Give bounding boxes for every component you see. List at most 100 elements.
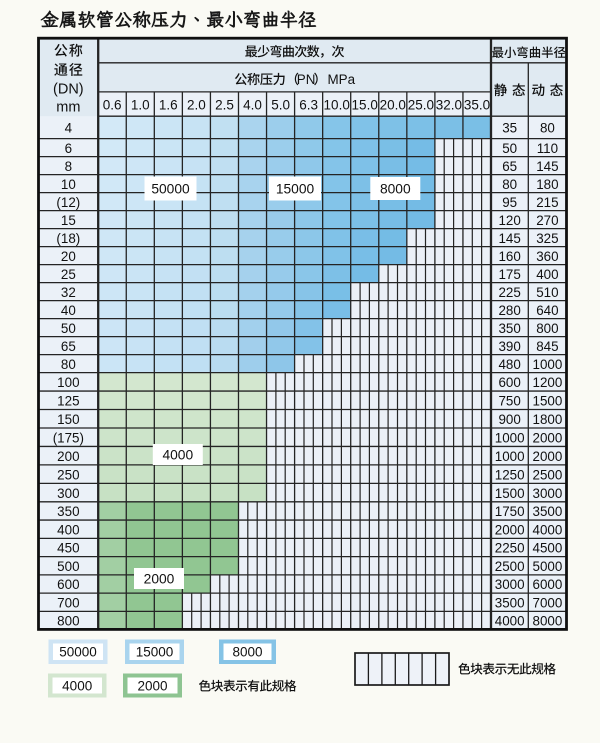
svg-text:1.6: 1.6 — [159, 98, 178, 113]
svg-text:4000: 4000 — [495, 614, 525, 629]
svg-text:200: 200 — [57, 449, 79, 464]
svg-text:145: 145 — [536, 159, 558, 174]
svg-text:100: 100 — [57, 375, 79, 390]
svg-text:145: 145 — [498, 231, 520, 246]
svg-text:35.0: 35.0 — [464, 98, 490, 113]
svg-text:15: 15 — [61, 213, 76, 228]
svg-text:250: 250 — [57, 467, 79, 482]
svg-text:800: 800 — [536, 321, 558, 336]
svg-text:2000: 2000 — [533, 449, 563, 464]
svg-text:65: 65 — [502, 159, 517, 174]
svg-text:25: 25 — [61, 267, 76, 282]
svg-text:(DN): (DN) — [53, 82, 84, 98]
svg-text:(175): (175) — [53, 430, 84, 445]
svg-text:40: 40 — [61, 303, 76, 318]
svg-text:350: 350 — [498, 321, 520, 336]
svg-text:2000: 2000 — [533, 430, 563, 445]
svg-text:6: 6 — [65, 141, 72, 156]
svg-text:6000: 6000 — [533, 577, 563, 592]
svg-text:500: 500 — [57, 559, 79, 574]
svg-text:800: 800 — [57, 614, 79, 629]
svg-text:5.0: 5.0 — [271, 98, 290, 113]
svg-text:4500: 4500 — [533, 541, 563, 556]
svg-text:10: 10 — [61, 177, 76, 192]
svg-text:1800: 1800 — [533, 412, 563, 427]
svg-text:50000: 50000 — [151, 181, 190, 196]
svg-text:7000: 7000 — [533, 596, 563, 611]
svg-text:1750: 1750 — [495, 504, 525, 519]
svg-text:50: 50 — [502, 141, 517, 156]
svg-text:0.6: 0.6 — [103, 98, 122, 113]
svg-text:1200: 1200 — [533, 375, 563, 390]
svg-text:65: 65 — [61, 339, 76, 354]
svg-text:20.0: 20.0 — [380, 98, 406, 113]
svg-text:160: 160 — [498, 249, 520, 264]
svg-text:300: 300 — [57, 486, 79, 501]
svg-text:390: 390 — [498, 339, 520, 354]
svg-text:1000: 1000 — [533, 357, 563, 372]
svg-text:510: 510 — [536, 285, 558, 300]
svg-text:80: 80 — [61, 357, 76, 372]
svg-text:MPa: MPa — [328, 72, 356, 87]
svg-text:270: 270 — [536, 213, 558, 228]
svg-text:450: 450 — [57, 541, 79, 556]
svg-text:50000: 50000 — [59, 645, 97, 660]
svg-text:1000: 1000 — [495, 449, 525, 464]
svg-text:2500: 2500 — [495, 559, 525, 574]
svg-text:215: 215 — [536, 195, 558, 210]
svg-text:6.3: 6.3 — [299, 98, 318, 113]
svg-text:1.0: 1.0 — [131, 98, 150, 113]
svg-text:8000: 8000 — [232, 645, 262, 660]
svg-text:15000: 15000 — [136, 645, 174, 660]
svg-text:35: 35 — [502, 121, 517, 136]
svg-text:120: 120 — [498, 213, 520, 228]
svg-text:110: 110 — [537, 141, 558, 156]
svg-text:3000: 3000 — [495, 577, 525, 592]
svg-text:15000: 15000 — [276, 181, 315, 196]
svg-text:2000: 2000 — [495, 522, 525, 537]
svg-text:(12): (12) — [56, 195, 80, 210]
svg-text:5000: 5000 — [533, 559, 563, 574]
svg-text:4000: 4000 — [533, 522, 563, 537]
svg-text:2000: 2000 — [144, 571, 175, 586]
svg-text:8: 8 — [65, 159, 72, 174]
svg-text:8000: 8000 — [533, 614, 563, 629]
svg-text:280: 280 — [498, 303, 520, 318]
svg-text:3500: 3500 — [495, 596, 525, 611]
svg-text:360: 360 — [536, 249, 558, 264]
svg-text:20: 20 — [61, 249, 76, 264]
svg-text:700: 700 — [57, 596, 79, 611]
svg-text:(18): (18) — [56, 231, 80, 246]
svg-text:2.0: 2.0 — [187, 98, 206, 113]
svg-text:25.0: 25.0 — [408, 98, 434, 113]
svg-text:400: 400 — [536, 267, 558, 282]
svg-text:175: 175 — [498, 267, 520, 282]
svg-text:mm: mm — [56, 100, 80, 116]
svg-text:10.0: 10.0 — [324, 98, 350, 113]
svg-text:845: 845 — [536, 339, 558, 354]
svg-text:80: 80 — [502, 177, 517, 192]
svg-text:32.0: 32.0 — [436, 98, 462, 113]
svg-text:1250: 1250 — [495, 467, 525, 482]
svg-text:750: 750 — [498, 394, 520, 409]
svg-text:2000: 2000 — [137, 678, 167, 693]
svg-text:1500: 1500 — [495, 486, 525, 501]
svg-text:8000: 8000 — [380, 181, 411, 196]
svg-text:3500: 3500 — [533, 504, 563, 519]
svg-text:95: 95 — [502, 195, 517, 210]
svg-text:180: 180 — [536, 177, 558, 192]
svg-text:225: 225 — [498, 285, 520, 300]
svg-text:2500: 2500 — [533, 467, 563, 482]
svg-text:1000: 1000 — [495, 430, 525, 445]
svg-text:350: 350 — [57, 504, 79, 519]
svg-text:PN: PN — [297, 72, 316, 87]
svg-text:80: 80 — [540, 121, 555, 136]
svg-text:2.5: 2.5 — [215, 98, 234, 113]
svg-text:640: 640 — [536, 303, 558, 318]
svg-text:4: 4 — [65, 121, 73, 136]
svg-text:2250: 2250 — [495, 541, 525, 556]
svg-text:150: 150 — [57, 412, 79, 427]
svg-text:1500: 1500 — [533, 394, 563, 409]
svg-text:325: 325 — [536, 231, 558, 246]
svg-text:4000: 4000 — [162, 447, 193, 462]
